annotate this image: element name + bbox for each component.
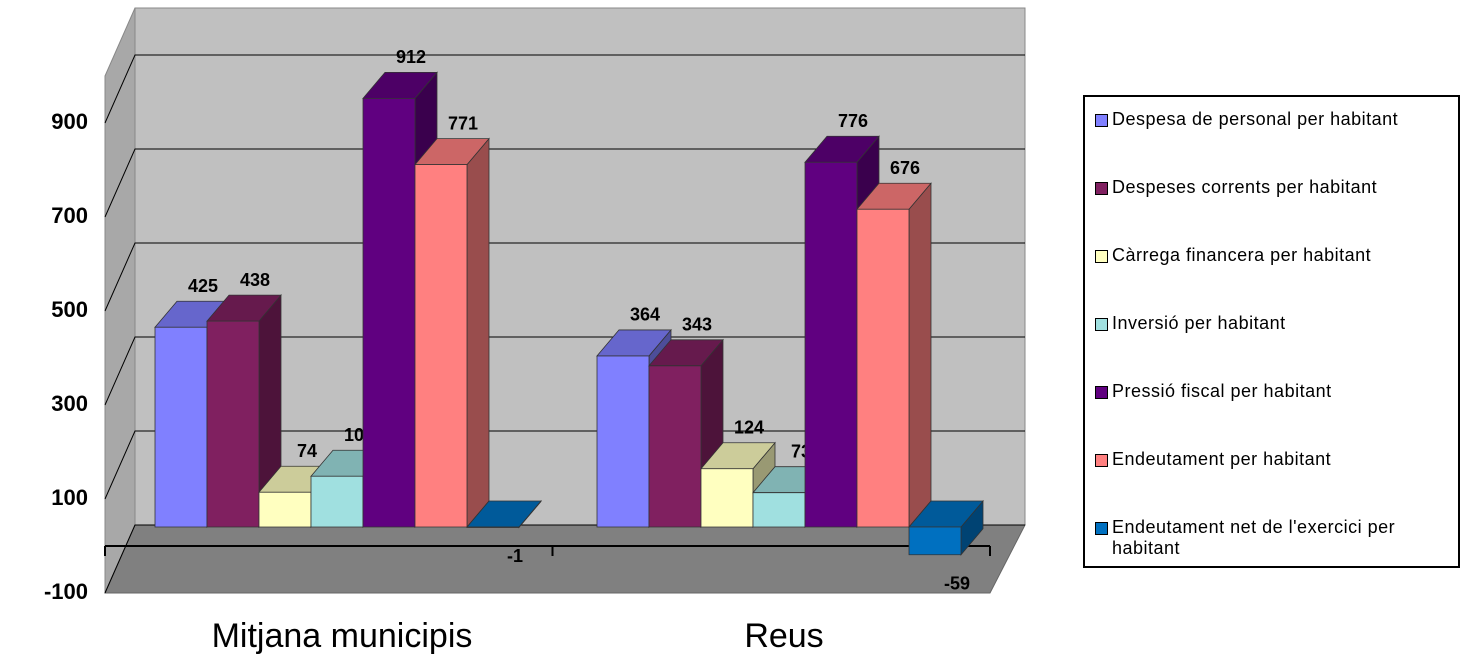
- y-tick-label: 100: [51, 485, 88, 510]
- grid-line: [104, 242, 1025, 312]
- bar-front: [804, 161, 858, 528]
- bar: [414, 137, 490, 529]
- legend-item: Inversió per habitant: [1095, 313, 1450, 381]
- legend-swatch: [1095, 522, 1108, 535]
- bar-front: [700, 468, 754, 528]
- legend-swatch: [1095, 182, 1108, 195]
- legend-item: Despesa de personal per habitant: [1095, 109, 1450, 177]
- legend-swatch: [1095, 114, 1108, 127]
- data-label: 776: [838, 111, 868, 131]
- bar: [856, 182, 932, 529]
- data-label: 74: [297, 441, 317, 461]
- bar-front: [908, 526, 962, 556]
- data-label: 343: [682, 315, 712, 335]
- data-label: -59: [944, 573, 970, 593]
- legend-item: Endeutament per habitant: [1095, 449, 1450, 517]
- y-tick-label: 500: [51, 297, 88, 322]
- data-label: 364: [630, 305, 660, 325]
- data-label: 425: [188, 276, 218, 296]
- bar-front: [362, 97, 416, 528]
- legend-label: Despesa de personal per habitant: [1112, 109, 1399, 129]
- bar-front: [414, 164, 468, 528]
- bar-side: [908, 182, 932, 529]
- bar-front: [310, 475, 364, 528]
- legend-item: Pressió fiscal per habitant: [1095, 381, 1450, 449]
- y-tick-label: 300: [51, 391, 88, 416]
- legend-label: Càrrega financera per habitant: [1112, 245, 1372, 265]
- y-tick-label: 700: [51, 203, 88, 228]
- legend-label: Endeutament per habitant: [1112, 449, 1332, 469]
- bar-front: [752, 492, 806, 528]
- data-label: 676: [890, 158, 920, 178]
- bar: [206, 294, 282, 529]
- legend-label: Endeutament net de l'exercici per habita…: [1112, 517, 1396, 558]
- bar: [908, 499, 984, 556]
- legend-swatch: [1095, 318, 1108, 331]
- legend-label: Pressió fiscal per habitant: [1112, 381, 1332, 401]
- legend-swatch: [1095, 454, 1108, 467]
- legend-swatch: [1095, 386, 1108, 399]
- floor: [104, 524, 1026, 594]
- legend-item: Endeutament net de l'exercici per habita…: [1095, 517, 1450, 585]
- data-label: 912: [396, 47, 426, 67]
- grid-line: [104, 148, 1025, 218]
- bar-front: [648, 365, 702, 528]
- legend-swatch: [1095, 250, 1108, 263]
- bar-front: [154, 326, 208, 528]
- legend-item: Càrrega financera per habitant: [1095, 245, 1450, 313]
- bar-front: [856, 208, 910, 528]
- legend-label: Inversió per habitant: [1112, 313, 1286, 333]
- data-label: 771: [448, 113, 478, 133]
- bar: [466, 499, 542, 529]
- grid-line: [104, 430, 1025, 500]
- bar-side: [466, 137, 490, 529]
- x-tick-label: Mitjana municipis: [212, 617, 473, 655]
- data-label: -1: [507, 546, 523, 566]
- bar-front: [258, 491, 312, 528]
- grid-line: [104, 336, 1025, 406]
- data-label: 124: [734, 417, 764, 437]
- x-tick-label: Reus: [744, 617, 823, 655]
- grid-line: [104, 54, 1025, 124]
- legend-item: Despeses corrents per habitant: [1095, 177, 1450, 245]
- bar-front: [596, 355, 650, 528]
- y-tick-label: 900: [51, 109, 88, 134]
- y-tick-label: -100: [44, 579, 88, 604]
- data-label: 438: [240, 270, 270, 290]
- legend-label: Despeses corrents per habitant: [1112, 177, 1378, 197]
- legend: Despesa de personal per habitant Despeses…: [1083, 95, 1460, 568]
- bar-front: [206, 320, 260, 528]
